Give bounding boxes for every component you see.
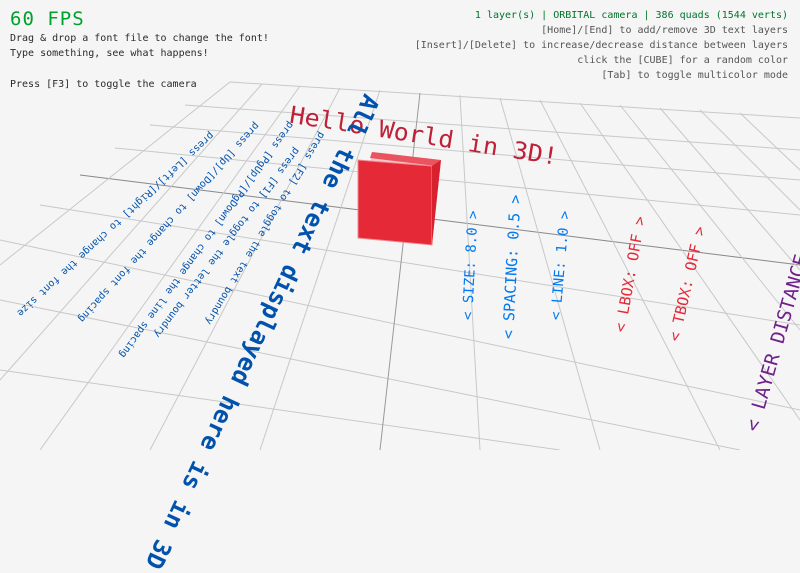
grid-line — [739, 112, 800, 171]
grid-line — [619, 104, 800, 331]
grid-line — [0, 81, 231, 266]
grid-line — [114, 147, 800, 216]
grid-line — [149, 124, 800, 181]
grid-line — [659, 107, 800, 271]
grid-line — [39, 204, 800, 326]
grid-line — [39, 85, 301, 450]
grid-line — [499, 97, 601, 450]
help-layers: [Home]/[End] to add/remove 3D text layer… — [541, 25, 788, 36]
grid-line — [379, 92, 421, 450]
grid-line — [149, 87, 341, 450]
help-drag-drop: Drag & drop a font file to change the fo… — [10, 33, 269, 44]
grid-line — [539, 99, 721, 450]
fps-counter: 60 FPS — [10, 8, 85, 30]
grid-line — [0, 83, 263, 381]
help-type: Type something, see what happens! — [10, 48, 209, 59]
cube[interactable] — [0, 0, 800, 450]
help-distance: [Insert]/[Delete] to increase/decrease d… — [414, 40, 788, 51]
help-multicolor: [Tab] to toggle multicolor mode — [601, 70, 788, 81]
help-camera: Press [F3] to toggle the camera — [10, 79, 197, 90]
help-cube: click the [CUBE] for a random color — [577, 55, 788, 66]
grid-line — [0, 299, 741, 450]
status-line: 1 layer(s) | ORBITAL camera | 386 quads … — [474, 10, 788, 21]
ground-grid — [0, 81, 800, 450]
grid-line — [459, 94, 481, 450]
grid-line — [579, 102, 800, 421]
grid-line — [184, 104, 800, 151]
grid-line — [699, 109, 800, 211]
grid-line — [79, 174, 800, 266]
grid-line — [259, 89, 381, 450]
grid-line — [229, 81, 800, 119]
grid-line — [0, 369, 561, 450]
grid-line — [0, 239, 800, 411]
